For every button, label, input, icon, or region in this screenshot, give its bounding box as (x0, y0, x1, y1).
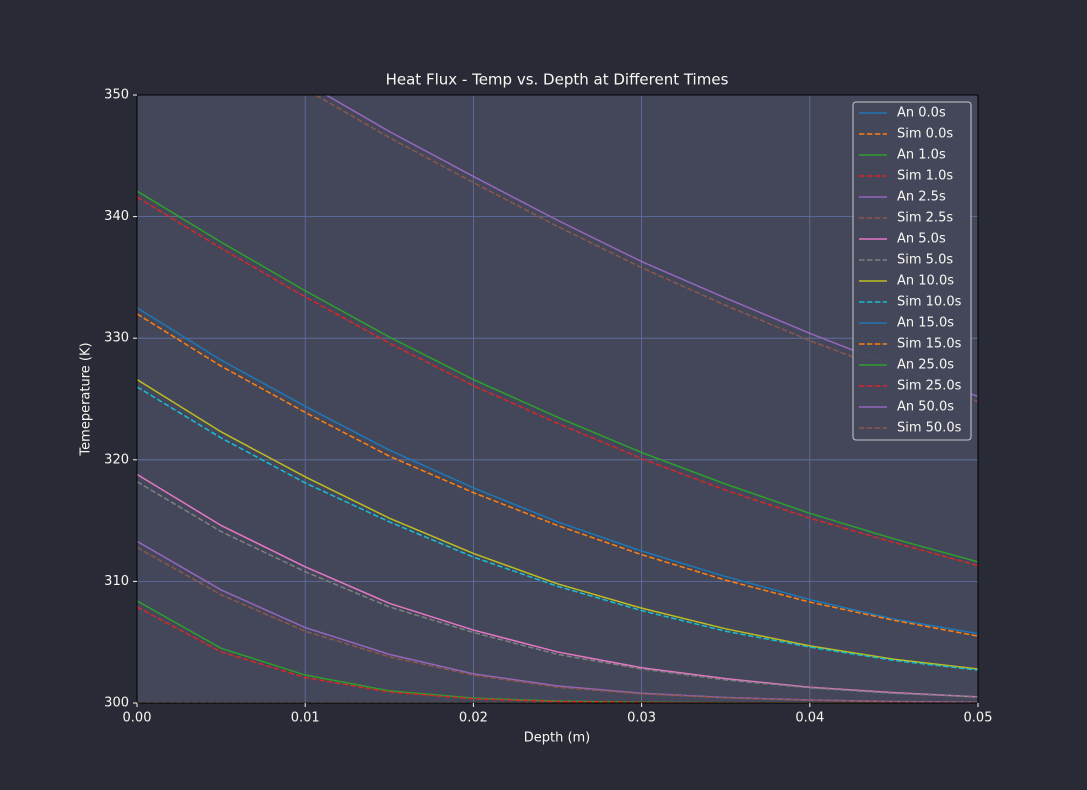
series-line (137, 606, 978, 703)
legend: An 0.0s Sim 0.0s An 1.0s Sim 1.0s An 2.5s Sim… (852, 101, 972, 441)
legend-label: Sim 2.5s (897, 211, 953, 226)
x-tick-label: 0.04 (795, 711, 824, 726)
y-tick-label: 310 (104, 574, 129, 589)
x-tick-label: 0.03 (627, 711, 656, 726)
x-tick-label: 0.01 (291, 711, 320, 726)
series-line (137, 378, 978, 670)
legend-label: An 25.0s (897, 358, 954, 373)
lines (137, 95, 978, 703)
legend-label: Sim 25.0s (897, 379, 962, 394)
grid (136, 94, 979, 704)
legend-label: Sim 10.0s (897, 295, 962, 310)
legend-label: Sim 1.0s (897, 169, 953, 184)
legend-label: An 15.0s (897, 316, 954, 331)
y-tick-label: 330 (104, 331, 129, 346)
series-line (314, 95, 978, 403)
x-tick-label: 0.05 (964, 711, 993, 726)
series-line (324, 95, 978, 398)
x-tick-label: 0.02 (459, 711, 488, 726)
legend-label: An 2.5s (897, 190, 946, 205)
y-tick-label: 300 (104, 696, 129, 711)
chart-title: Heat Flux - Temp vs. Depth at Different … (386, 71, 729, 89)
series-line (137, 190, 978, 563)
y-axis-label: Temeperature (K) (79, 342, 94, 456)
y-tick-label: 340 (104, 209, 129, 224)
plot-area (137, 95, 978, 703)
legend-label: Sim 50.0s (897, 421, 962, 436)
plot-frame (136, 94, 979, 704)
series-line (137, 481, 978, 698)
y-tick-label: 320 (104, 452, 129, 467)
legend-label: An 50.0s (897, 400, 954, 415)
series-line (137, 386, 978, 671)
series-line (137, 196, 978, 567)
legend-label: An 5.0s (897, 232, 946, 247)
legend-label: An 1.0s (897, 148, 946, 163)
legend-label: Sim 15.0s (897, 337, 962, 352)
y-tick-label: 350 (104, 88, 129, 103)
legend-label: An 10.0s (897, 274, 954, 289)
legend-box (852, 101, 972, 441)
series-line (137, 313, 978, 637)
series-line (137, 546, 978, 703)
legend-label: Sim 5.0s (897, 253, 953, 268)
series-line (137, 307, 978, 635)
x-axis-label: Depth (m) (524, 731, 591, 746)
legend-label: An 0.0s (897, 106, 946, 121)
legend-label: Sim 0.0s (897, 127, 953, 142)
x-tick-label: 0.00 (123, 711, 152, 726)
